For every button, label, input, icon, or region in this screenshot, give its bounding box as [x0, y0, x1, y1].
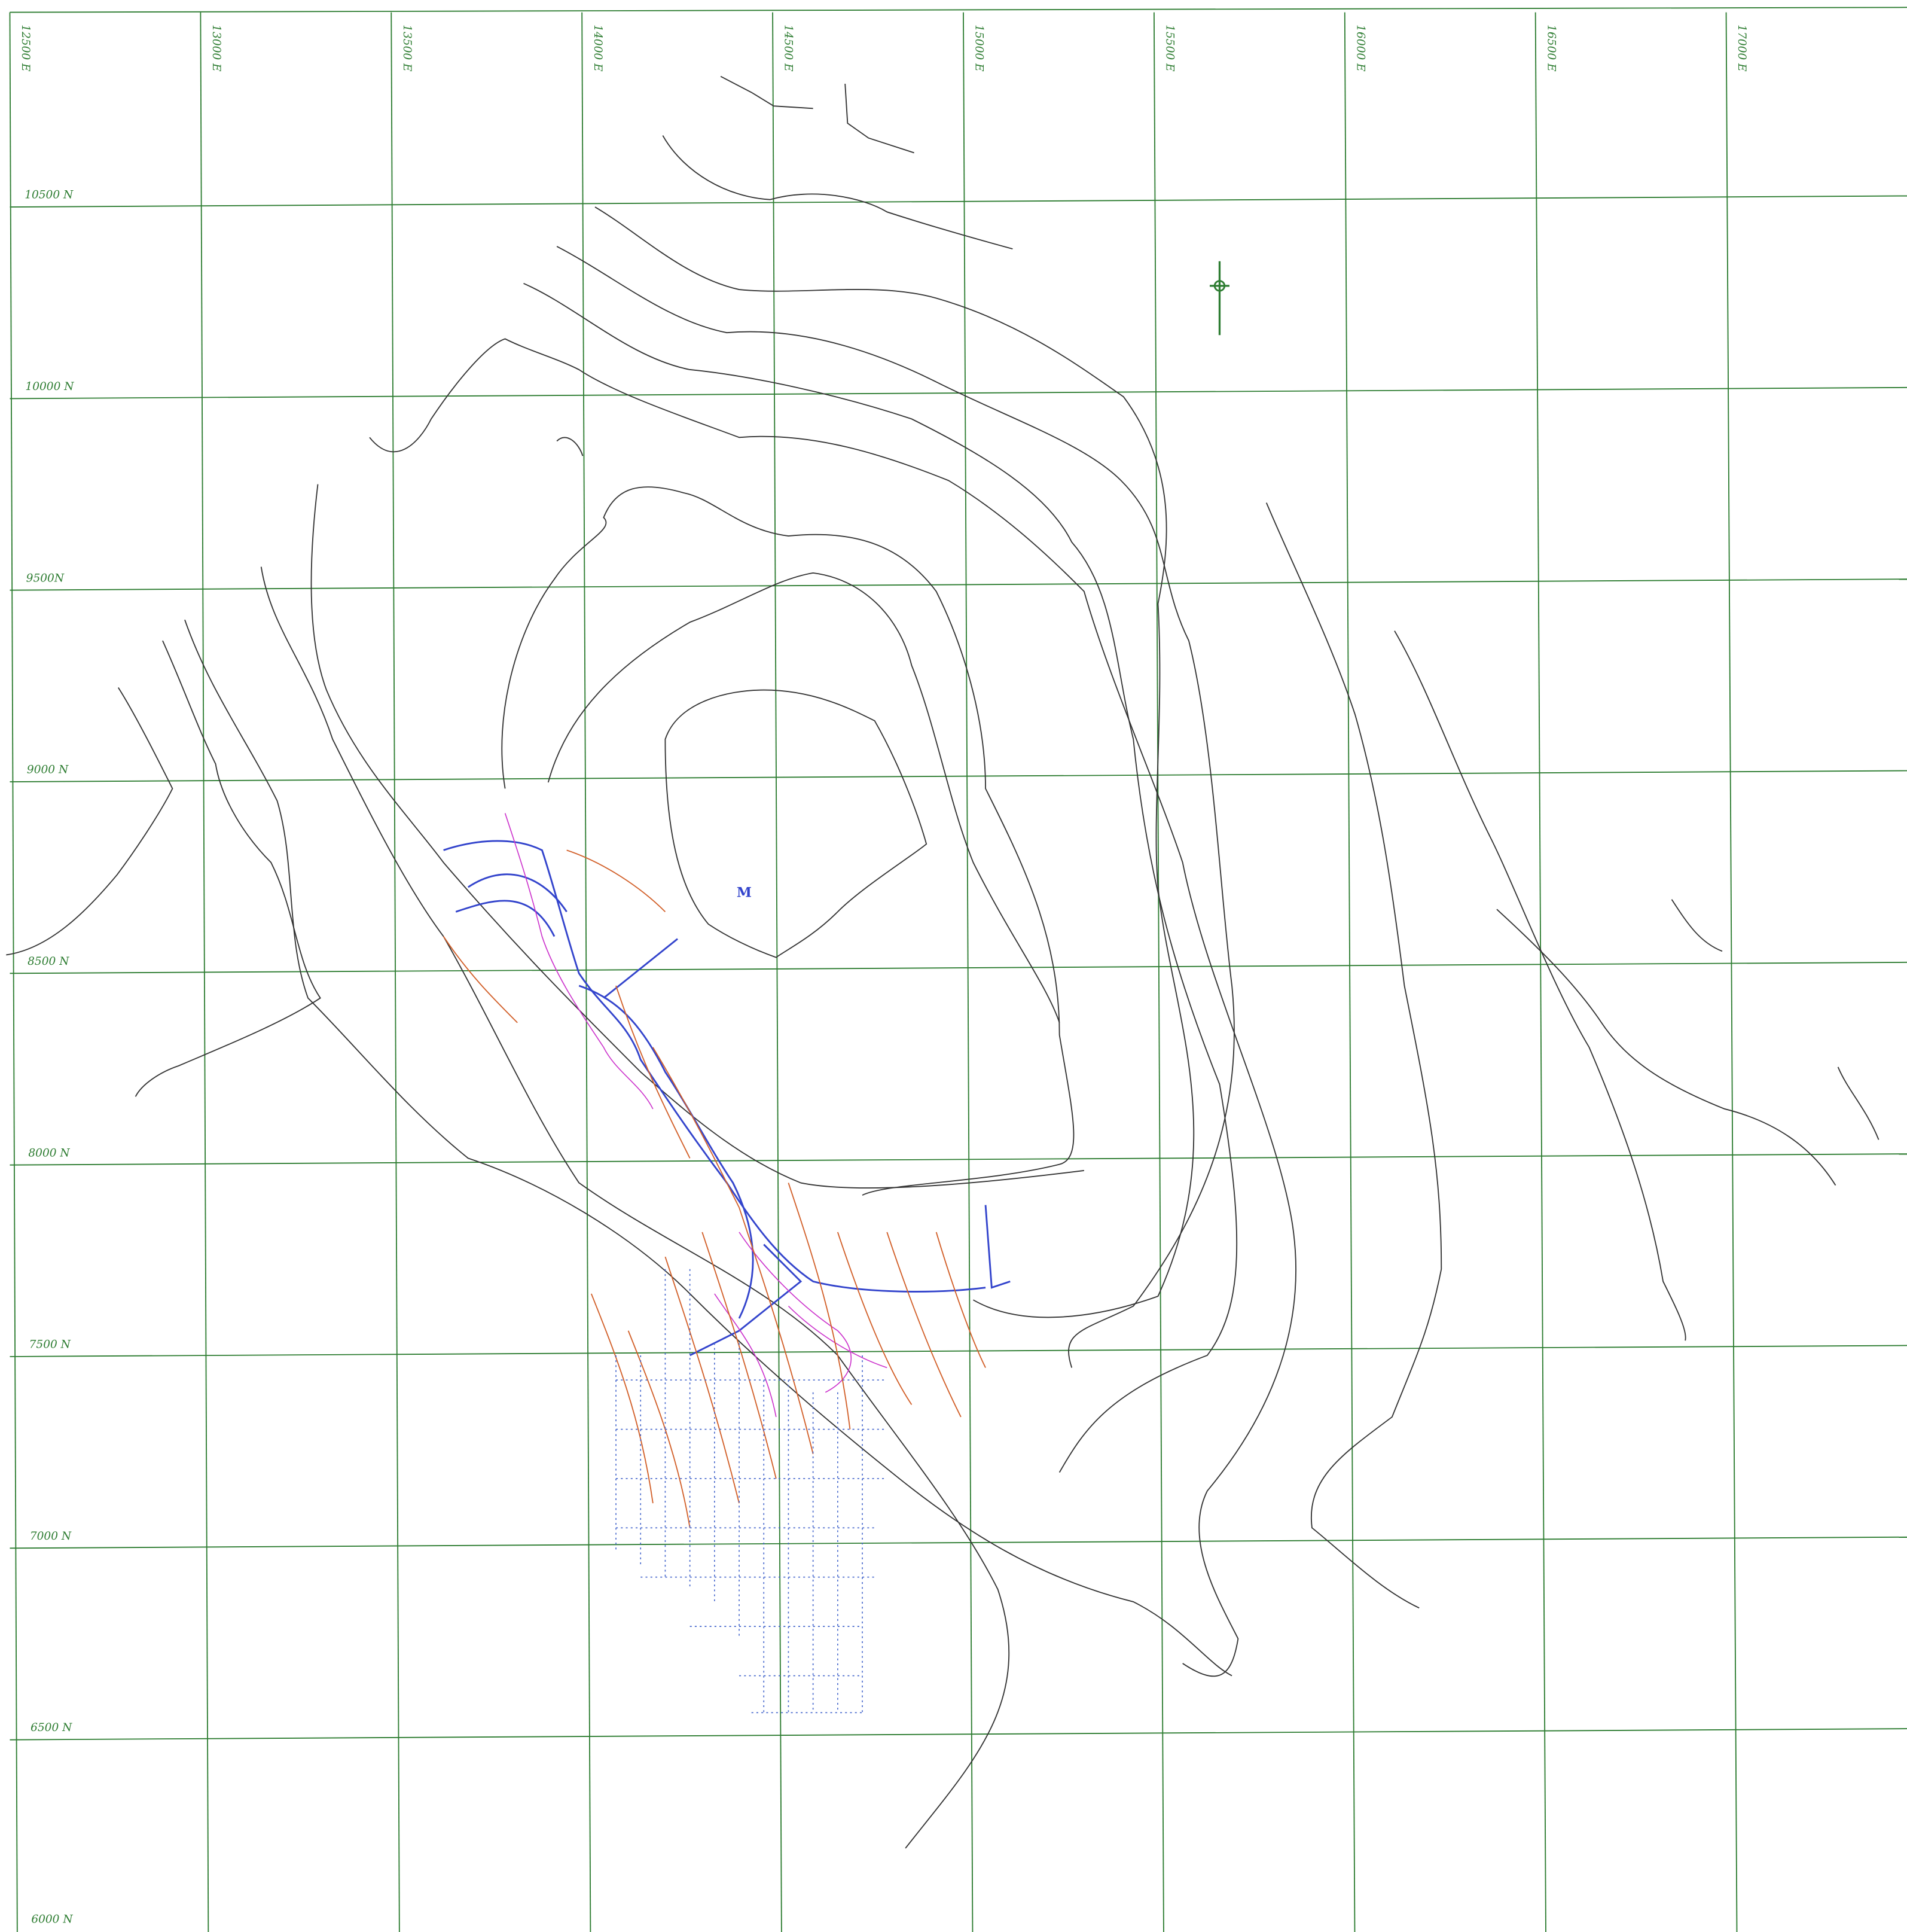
northing-label: 6000 N	[31, 1913, 73, 1926]
easting-label: 15000 E	[973, 25, 985, 72]
northing-label: 9500N	[26, 572, 65, 584]
northing-label: 7000 N	[30, 1530, 72, 1543]
northing-grid-line	[10, 1729, 1907, 1740]
mine-marker: M	[737, 885, 752, 901]
northing-grid-line	[10, 1537, 1907, 1549]
easting-grid-line	[1536, 13, 1546, 1932]
mine-plan-map: M 12500 E 13000 E 13500 E 14000 E 14500 E 150…	[0, 0, 1907, 1932]
north-arrow	[1210, 261, 1229, 336]
easting-grid-line	[10, 13, 17, 1932]
coordinate-grid	[10, 7, 1907, 1932]
easting-grid-line	[773, 13, 782, 1932]
easting-label: 13500 E	[401, 25, 413, 72]
easting-label: 13000 E	[210, 25, 222, 72]
easting-grid-line	[582, 13, 590, 1932]
northing-label: 6500 N	[30, 1721, 72, 1734]
northing-label: 9000 N	[27, 764, 69, 776]
northing-label: 10000 N	[25, 380, 74, 393]
easting-grid-line	[1154, 13, 1164, 1932]
northing-grid-line	[10, 196, 1907, 208]
easting-label: 17000 E	[1735, 25, 1748, 72]
contours	[6, 77, 1878, 1848]
workings: M	[444, 813, 1011, 1713]
northing-grid-line	[10, 1154, 1907, 1165]
easting-label: 14000 E	[591, 25, 604, 72]
northing-grid-line	[10, 1345, 1907, 1357]
grid-border	[10, 7, 1907, 12]
easting-label: 14500 E	[782, 25, 795, 72]
northing-label: 8500 N	[28, 955, 69, 968]
easting-grid-line	[391, 13, 399, 1932]
northing-grid-line	[10, 962, 1907, 974]
easting-label: 16500 E	[1545, 25, 1557, 72]
northing-label: 8000 N	[28, 1147, 70, 1159]
easting-label: 15500 E	[1163, 25, 1176, 72]
grid-labels: 12500 E 13000 E 13500 E 14000 E 14500 E 15000…	[19, 25, 1748, 1925]
easting-grid-line	[1345, 13, 1355, 1932]
easting-grid-line	[1726, 13, 1737, 1932]
easting-label: 12500 E	[19, 25, 32, 72]
northing-grid-line	[10, 579, 1907, 590]
northing-label: 10500 N	[25, 189, 74, 202]
easting-grid-line	[963, 13, 972, 1932]
easting-label: 16000 E	[1354, 25, 1366, 72]
northing-grid-line	[10, 770, 1907, 782]
northing-label: 7500 N	[29, 1339, 71, 1351]
